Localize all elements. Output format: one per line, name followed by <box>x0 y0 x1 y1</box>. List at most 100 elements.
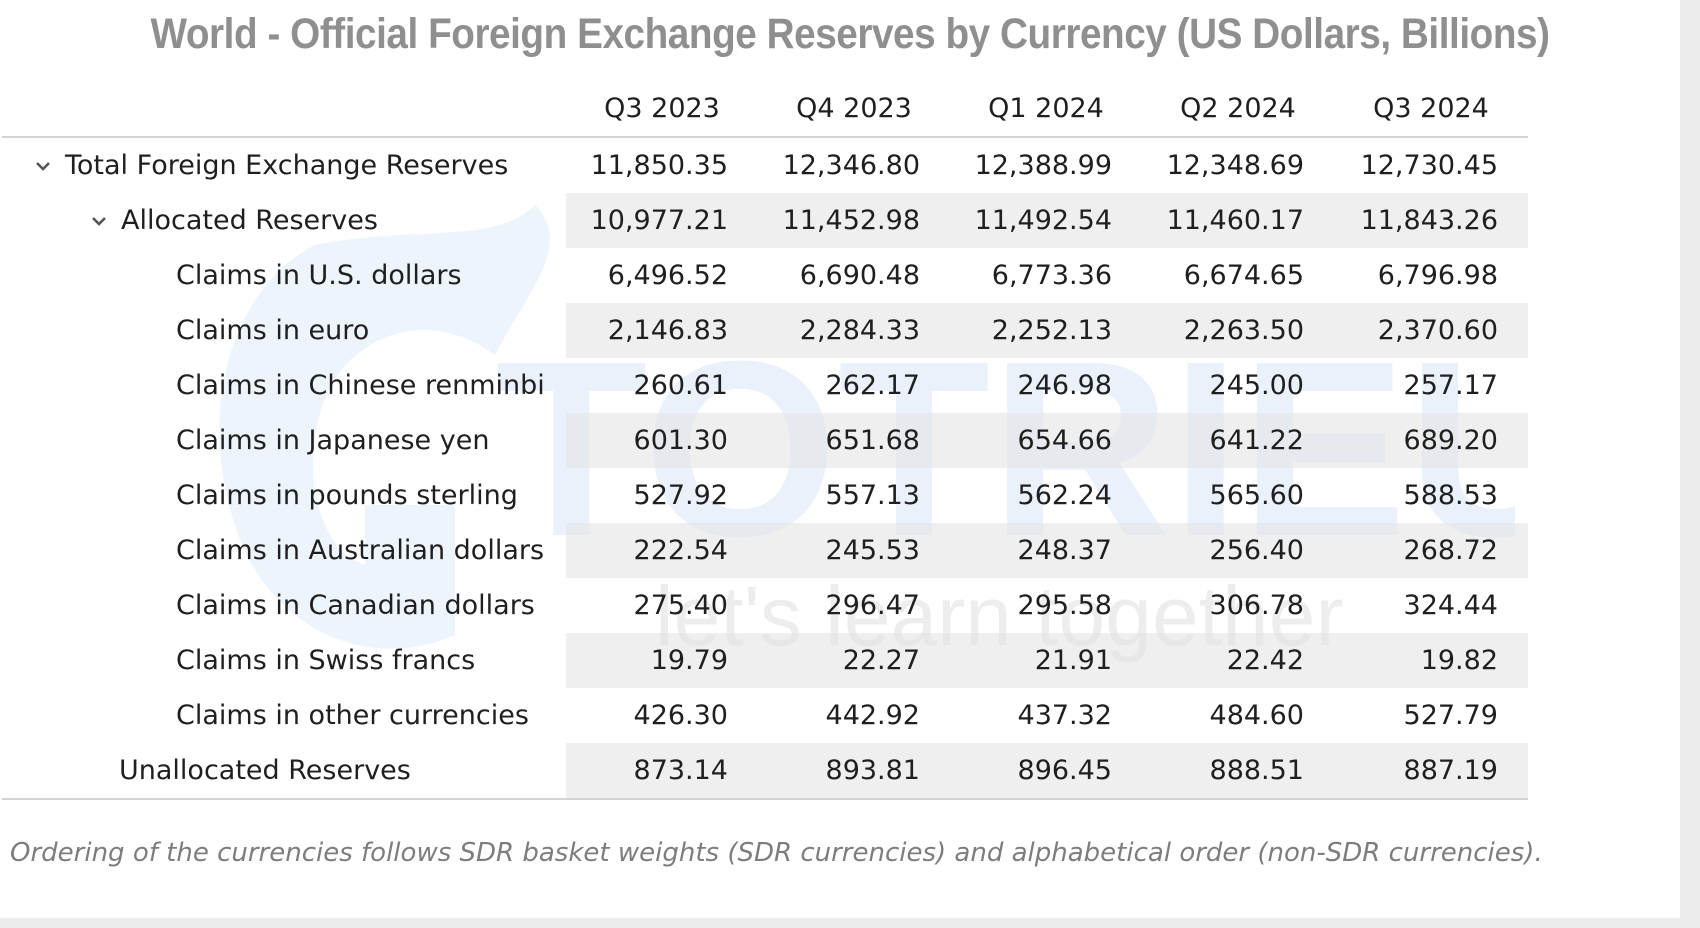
table-row: Claims in Chinese renminbi 260.61 262.17… <box>2 358 1528 413</box>
table-cell: 2,370.60 <box>1334 303 1528 358</box>
column-header[interactable]: Q2 2024 <box>1142 80 1334 138</box>
row-label-cell: Unallocated Reserves <box>2 743 566 800</box>
row-label-cell: Allocated Reserves <box>2 193 566 248</box>
table-cell: 689.20 <box>1334 413 1528 468</box>
header-row: Q3 2023 Q4 2023 Q1 2024 Q2 2024 Q3 2024 <box>2 80 1528 138</box>
table-cell: 245.00 <box>1209 370 1304 401</box>
row-label: Claims in U.S. dollars <box>176 260 462 291</box>
table-cell: 248.37 <box>950 523 1142 578</box>
table-cell: 12,346.80 <box>782 150 920 181</box>
table-cell: 11,492.54 <box>950 193 1142 248</box>
table-row: Claims in Swiss francs 19.79 22.27 21.91… <box>2 633 1528 688</box>
table-cell: 245.53 <box>758 523 950 578</box>
row-label-cell: Claims in other currencies <box>2 688 566 743</box>
table-cell: 306.78 <box>1209 590 1304 621</box>
row-label: Claims in pounds sterling <box>176 480 518 511</box>
footnote: Ordering of the currencies follows SDR b… <box>10 838 1543 868</box>
table-cell: 2,263.50 <box>1142 303 1334 358</box>
row-label-cell: Claims in Swiss francs <box>2 633 566 688</box>
table-cell: 6,496.52 <box>607 260 728 291</box>
column-header[interactable]: Q4 2023 <box>758 80 950 138</box>
table-row: Claims in Japanese yen 601.30 651.68 654… <box>2 413 1528 468</box>
table-row: Claims in other currencies 426.30 442.92… <box>2 688 1528 743</box>
column-header[interactable]: Q1 2024 <box>950 80 1142 138</box>
table-cell: 888.51 <box>1142 743 1334 800</box>
table-cell: 19.79 <box>566 633 758 688</box>
table-cell: 442.92 <box>825 700 920 731</box>
reserves-card: TOTRIEU let's learn together World - Off… <box>0 0 1680 918</box>
table-cell: 260.61 <box>633 370 728 401</box>
table-cell: 324.44 <box>1403 590 1498 621</box>
table-cell: 588.53 <box>1403 480 1498 511</box>
table-cell: 6,674.65 <box>1183 260 1304 291</box>
row-label-cell: Claims in Japanese yen <box>2 413 566 468</box>
row-label-cell: Claims in Australian dollars <box>2 523 566 578</box>
row-label-cell: Claims in Chinese renminbi <box>2 358 566 413</box>
row-label: Claims in euro <box>176 315 370 346</box>
table-cell: 256.40 <box>1142 523 1334 578</box>
table-row: Allocated Reserves 10,977.21 11,452.98 1… <box>2 193 1528 248</box>
table-cell: 6,690.48 <box>799 260 920 291</box>
row-label: Claims in Japanese yen <box>176 425 490 456</box>
row-label: Total Foreign Exchange Reserves <box>65 150 509 181</box>
table-cell: 887.19 <box>1334 743 1528 800</box>
table-cell: 651.68 <box>758 413 950 468</box>
table-cell: 12,730.45 <box>1360 150 1498 181</box>
table-title: World - Official Foreign Exchange Reserv… <box>150 10 1550 58</box>
table-cell: 893.81 <box>758 743 950 800</box>
table-cell: 296.47 <box>825 590 920 621</box>
table-cell: 873.14 <box>566 743 758 800</box>
table-cell: 2,284.33 <box>758 303 950 358</box>
table-cell: 484.60 <box>1209 700 1304 731</box>
table-cell: 21.91 <box>950 633 1142 688</box>
column-header[interactable]: Q3 2023 <box>566 80 758 138</box>
header-label-cell <box>2 80 566 138</box>
table-row: Claims in pounds sterling 527.92 557.13 … <box>2 468 1528 523</box>
chevron-down-icon[interactable] <box>90 212 108 230</box>
row-label-cell: Total Foreign Exchange Reserves <box>2 137 566 193</box>
table-cell: 11,850.35 <box>590 150 728 181</box>
table-cell: 222.54 <box>566 523 758 578</box>
table-cell: 6,796.98 <box>1377 260 1498 291</box>
row-label: Claims in Swiss francs <box>176 645 476 676</box>
chevron-down-icon[interactable] <box>34 157 52 175</box>
table-cell: 11,843.26 <box>1334 193 1528 248</box>
row-label: Claims in other currencies <box>176 700 529 731</box>
table-cell: 246.98 <box>1017 370 1112 401</box>
table-row: Claims in Canadian dollars 275.40 296.47… <box>2 578 1528 633</box>
column-header[interactable]: Q3 2024 <box>1334 80 1528 138</box>
table-cell: 2,146.83 <box>566 303 758 358</box>
row-label: Allocated Reserves <box>121 205 378 236</box>
table-cell: 262.17 <box>825 370 920 401</box>
table-cell: 557.13 <box>825 480 920 511</box>
row-label-cell: Claims in pounds sterling <box>2 468 566 523</box>
table-row: Claims in U.S. dollars 6,496.52 6,690.48… <box>2 248 1528 303</box>
table-cell: 12,348.69 <box>1166 150 1304 181</box>
table-cell: 565.60 <box>1209 480 1304 511</box>
row-label-cell: Claims in euro <box>2 303 566 358</box>
table-cell: 896.45 <box>950 743 1142 800</box>
row-label: Claims in Australian dollars <box>176 535 545 566</box>
row-label-cell: Claims in Canadian dollars <box>2 578 566 633</box>
table-cell: 19.82 <box>1334 633 1528 688</box>
table-row: Claims in euro 2,146.83 2,284.33 2,252.1… <box>2 303 1528 358</box>
table-cell: 601.30 <box>566 413 758 468</box>
table-cell: 6,773.36 <box>991 260 1112 291</box>
row-label: Unallocated Reserves <box>119 755 411 786</box>
table-cell: 295.58 <box>1017 590 1112 621</box>
table-cell: 268.72 <box>1334 523 1528 578</box>
table-cell: 10,977.21 <box>566 193 758 248</box>
row-label: Claims in Canadian dollars <box>176 590 535 621</box>
table-cell: 437.32 <box>1017 700 1112 731</box>
table-row: Unallocated Reserves 873.14 893.81 896.4… <box>2 743 1528 800</box>
table-cell: 275.40 <box>633 590 728 621</box>
reserves-table: Q3 2023 Q4 2023 Q1 2024 Q2 2024 Q3 2024 … <box>2 80 1528 800</box>
table-cell: 527.79 <box>1403 700 1498 731</box>
table-cell: 11,452.98 <box>758 193 950 248</box>
table-cell: 11,460.17 <box>1142 193 1334 248</box>
table-cell: 22.27 <box>758 633 950 688</box>
table-cell: 654.66 <box>950 413 1142 468</box>
table-row: Claims in Australian dollars 222.54 245.… <box>2 523 1528 578</box>
table-cell: 257.17 <box>1403 370 1498 401</box>
row-label-cell: Claims in U.S. dollars <box>2 248 566 303</box>
